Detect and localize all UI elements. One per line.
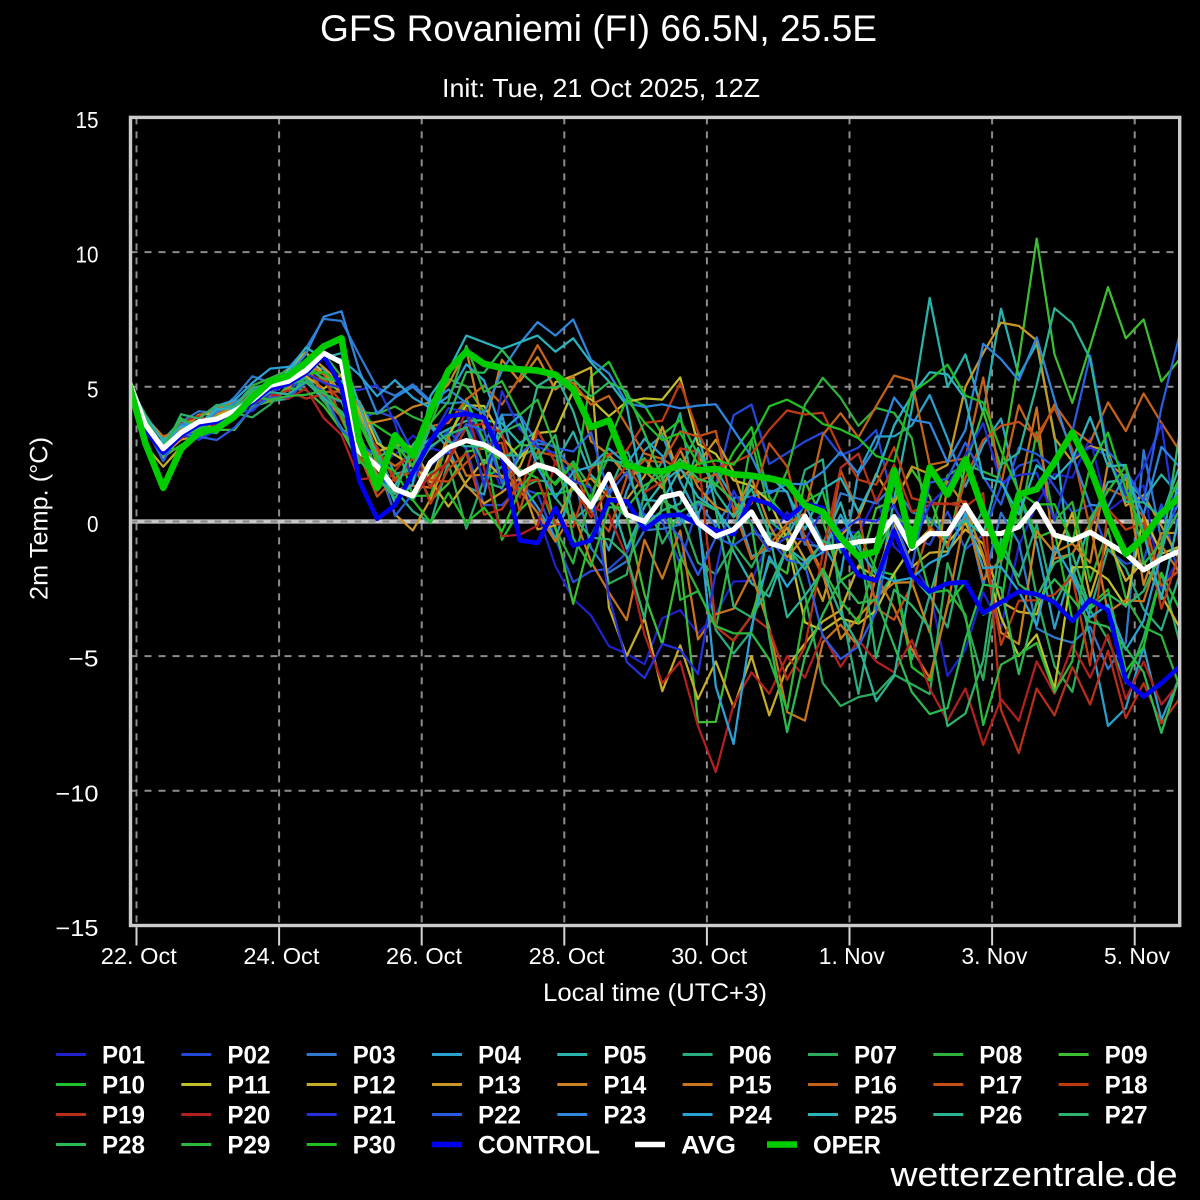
svg-text:GFS Rovaniemi (FI) 66.5N, 25.5: GFS Rovaniemi (FI) 66.5N, 25.5E bbox=[320, 8, 877, 49]
svg-text:P08: P08 bbox=[979, 1042, 1022, 1070]
svg-text:P25: P25 bbox=[854, 1102, 897, 1130]
svg-text:P04: P04 bbox=[478, 1042, 521, 1070]
svg-text:OPER: OPER bbox=[813, 1132, 881, 1160]
svg-text:P27: P27 bbox=[1105, 1102, 1148, 1130]
svg-text:P06: P06 bbox=[729, 1042, 772, 1070]
svg-text:wetterzentrale.de: wetterzentrale.de bbox=[889, 1156, 1177, 1194]
svg-text:P21: P21 bbox=[353, 1102, 396, 1130]
svg-text:5: 5 bbox=[87, 376, 99, 402]
svg-text:P28: P28 bbox=[102, 1132, 145, 1160]
svg-text:P20: P20 bbox=[227, 1102, 270, 1130]
svg-text:P19: P19 bbox=[102, 1102, 145, 1130]
svg-text:P01: P01 bbox=[102, 1042, 145, 1070]
svg-text:P14: P14 bbox=[603, 1072, 646, 1100]
svg-text:15: 15 bbox=[76, 107, 99, 133]
svg-text:P11: P11 bbox=[227, 1072, 270, 1100]
svg-text:5. Nov: 5. Nov bbox=[1104, 943, 1170, 969]
svg-text:P17: P17 bbox=[979, 1072, 1022, 1100]
svg-text:22. Oct: 22. Oct bbox=[101, 943, 178, 969]
svg-text:P05: P05 bbox=[603, 1042, 646, 1070]
svg-text:P16: P16 bbox=[854, 1072, 897, 1100]
svg-text:Init: Tue, 21 Oct 2025, 12Z: Init: Tue, 21 Oct 2025, 12Z bbox=[442, 73, 760, 103]
svg-text:P03: P03 bbox=[353, 1042, 396, 1070]
svg-text:1. Nov: 1. Nov bbox=[819, 943, 885, 969]
svg-text:P13: P13 bbox=[478, 1072, 521, 1100]
svg-text:24. Oct: 24. Oct bbox=[243, 943, 320, 969]
svg-text:P09: P09 bbox=[1105, 1042, 1148, 1070]
svg-text:P07: P07 bbox=[854, 1042, 897, 1070]
svg-text:0: 0 bbox=[87, 511, 99, 537]
svg-text:P18: P18 bbox=[1105, 1072, 1148, 1100]
svg-text:P12: P12 bbox=[353, 1072, 396, 1100]
svg-text:2m Temp. (°C): 2m Temp. (°C) bbox=[26, 437, 54, 600]
svg-text:P15: P15 bbox=[729, 1072, 772, 1100]
svg-text:P29: P29 bbox=[227, 1132, 270, 1160]
svg-text:P10: P10 bbox=[102, 1072, 145, 1100]
svg-text:28. Oct: 28. Oct bbox=[529, 943, 606, 969]
svg-text:P30: P30 bbox=[353, 1132, 396, 1160]
svg-text:P22: P22 bbox=[478, 1102, 521, 1130]
svg-text:−5: −5 bbox=[69, 646, 99, 672]
svg-text:30. Oct: 30. Oct bbox=[671, 943, 748, 969]
svg-text:P24: P24 bbox=[729, 1102, 772, 1130]
svg-text:P26: P26 bbox=[979, 1102, 1022, 1130]
svg-text:P02: P02 bbox=[227, 1042, 270, 1070]
svg-text:10: 10 bbox=[76, 242, 99, 268]
svg-text:26. Oct: 26. Oct bbox=[386, 943, 463, 969]
svg-text:Local time (UTC+3): Local time (UTC+3) bbox=[543, 979, 767, 1007]
svg-text:P23: P23 bbox=[603, 1102, 646, 1130]
svg-text:3. Nov: 3. Nov bbox=[961, 943, 1027, 969]
svg-text:−15: −15 bbox=[56, 915, 99, 941]
svg-text:AVG: AVG bbox=[681, 1132, 736, 1160]
svg-text:−10: −10 bbox=[56, 780, 99, 806]
svg-text:CONTROL: CONTROL bbox=[478, 1132, 600, 1160]
